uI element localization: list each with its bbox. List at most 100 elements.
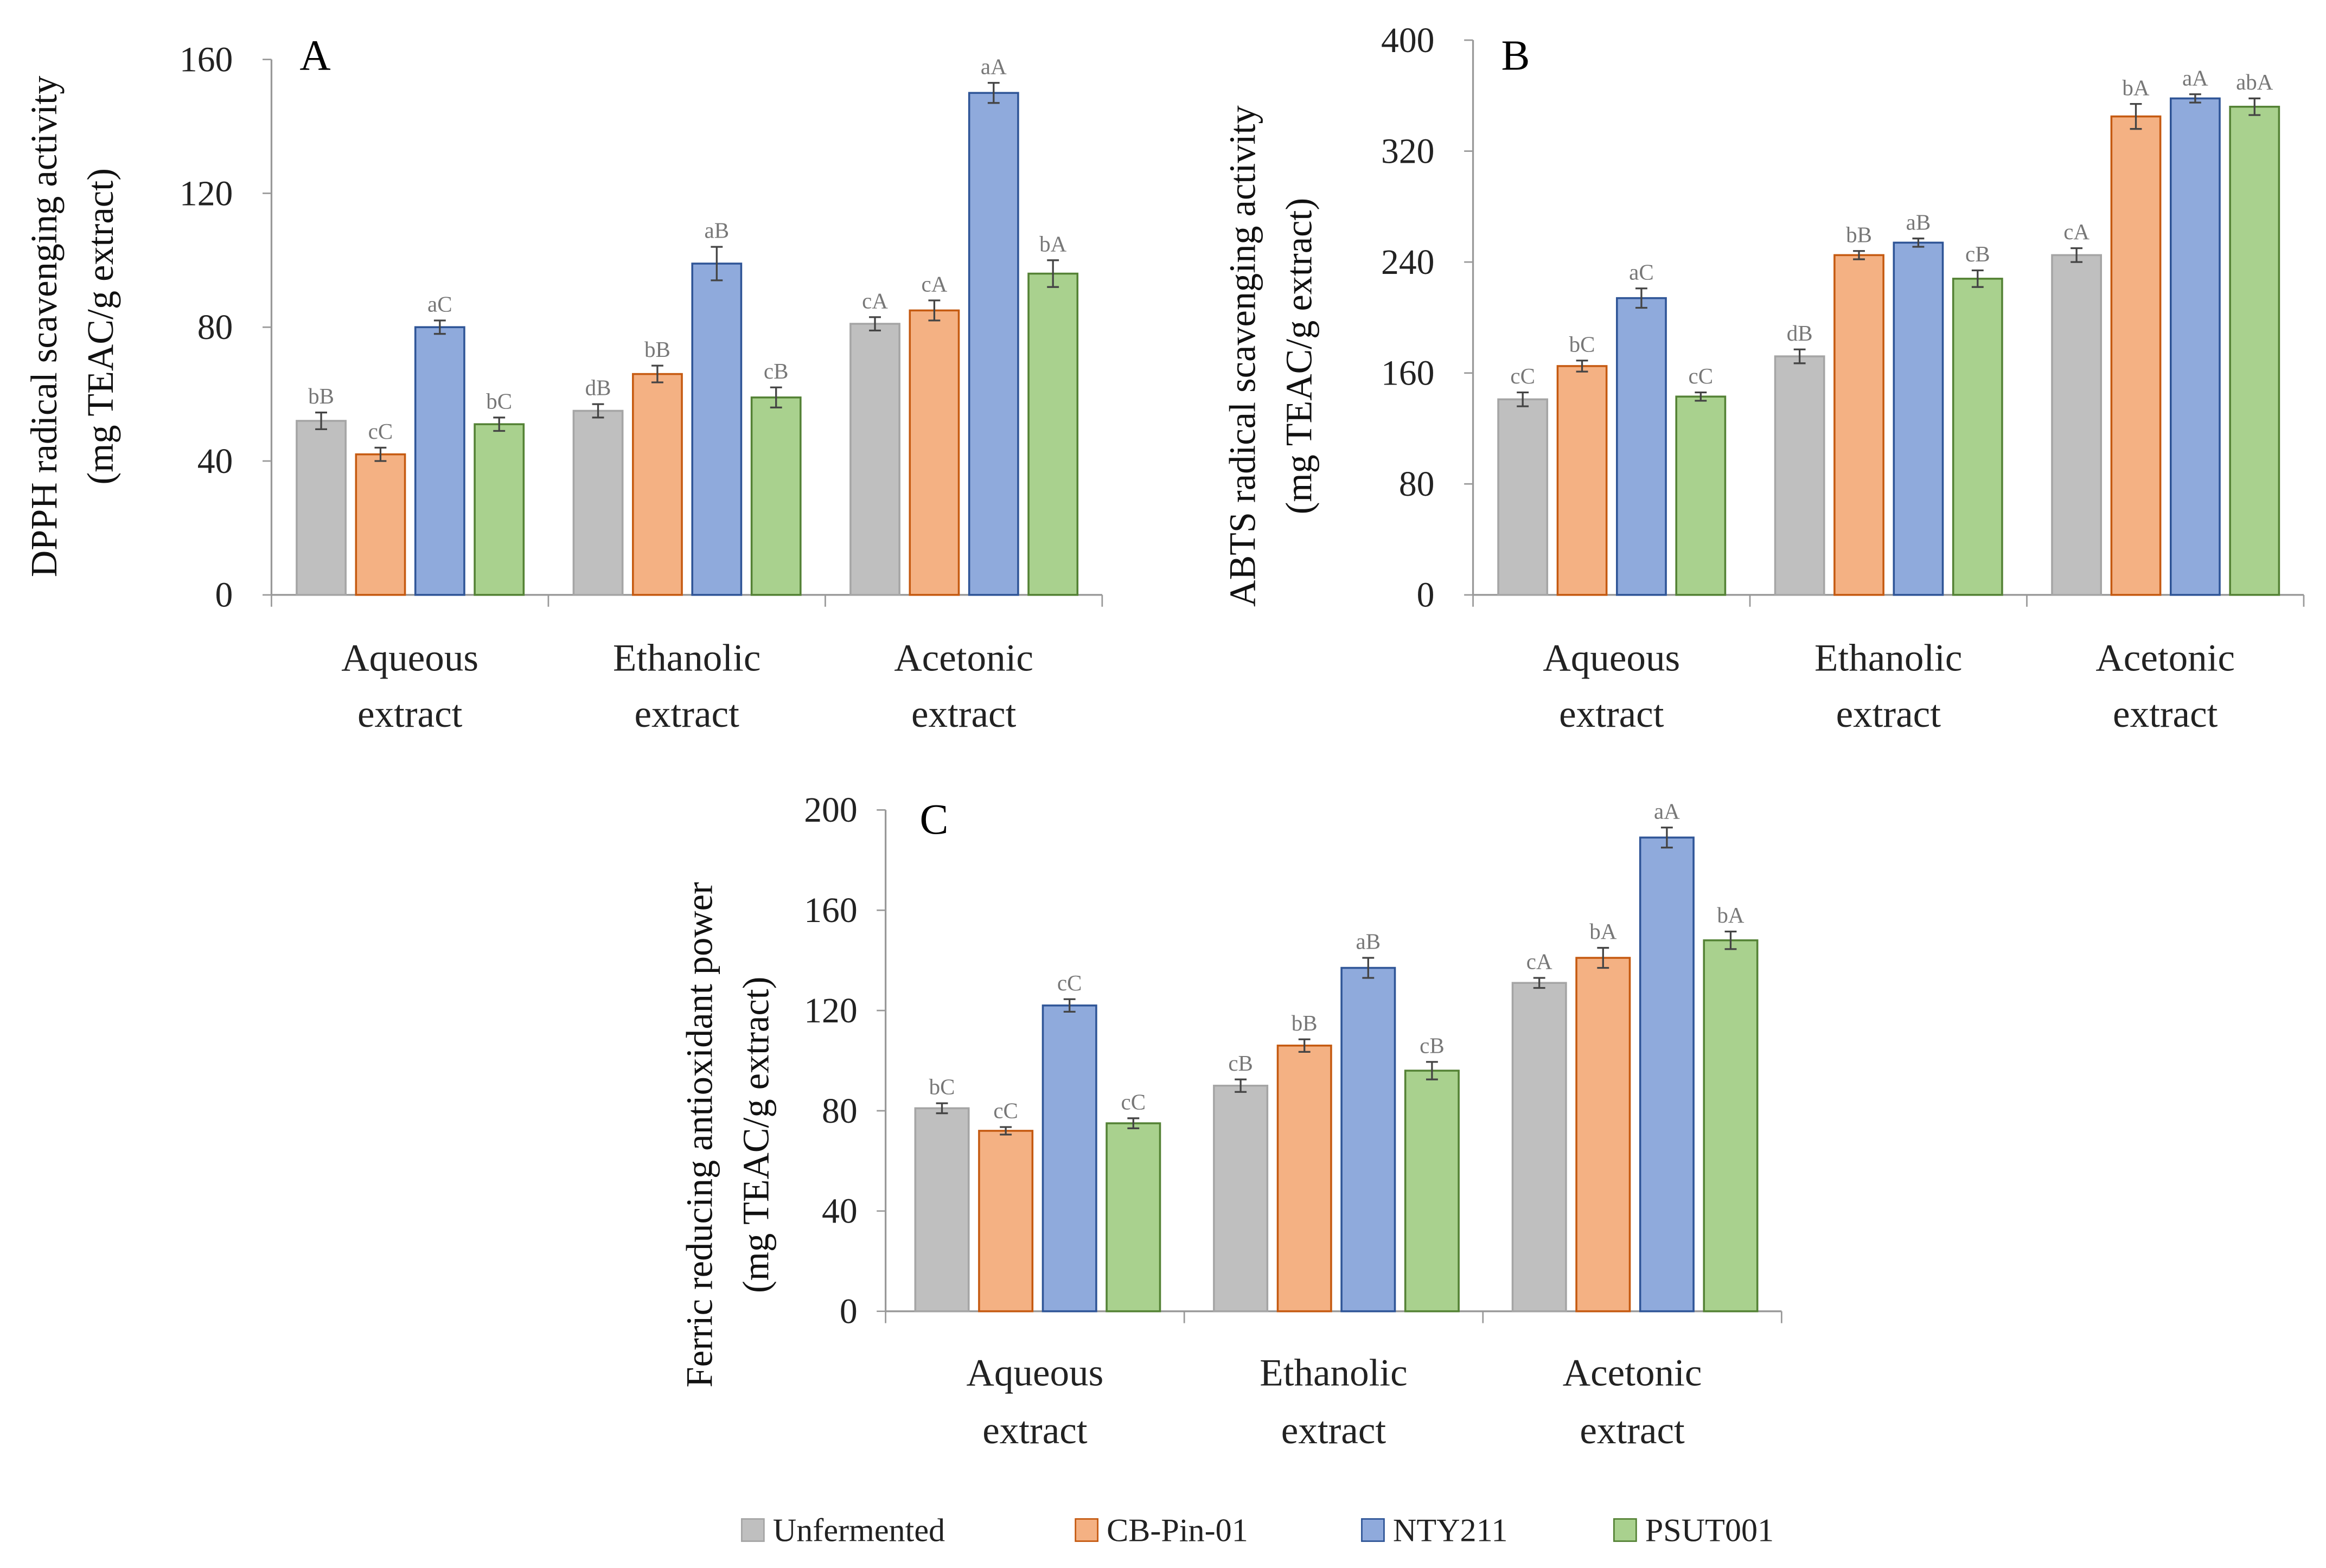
y-tick-label: 80 bbox=[822, 1092, 858, 1131]
bar-unfermented bbox=[1213, 1084, 1269, 1313]
chart-c: 0 40 80 120 160 200 Aqueous extract bC cC cC cC Etha… bbox=[679, 791, 1782, 1452]
significance-label: cB bbox=[764, 359, 789, 383]
error-bar bbox=[1695, 391, 1707, 402]
significance-label: bA bbox=[1039, 231, 1067, 256]
significance-label: cC bbox=[1121, 1089, 1146, 1114]
error-bar bbox=[1971, 269, 1984, 288]
bar-cb-pin-01 bbox=[355, 453, 406, 596]
bar-psut001 bbox=[1404, 1070, 1460, 1313]
significance-label: cA bbox=[2063, 219, 2089, 244]
bar-psut001 bbox=[1703, 939, 1759, 1313]
y-tick-label: 80 bbox=[1399, 465, 1435, 504]
significance-label: cA bbox=[921, 271, 947, 296]
error-bar bbox=[928, 299, 941, 322]
legend-item: CB-Pin-01 bbox=[1075, 1513, 1248, 1549]
significance-label: aB bbox=[1906, 209, 1931, 234]
error-bar bbox=[1298, 1038, 1311, 1053]
legend-swatch bbox=[740, 1518, 765, 1542]
error-bar bbox=[1793, 348, 1806, 364]
error-bar bbox=[1597, 946, 1609, 969]
significance-label: bA bbox=[1717, 903, 1744, 927]
significance-label: cC bbox=[993, 1098, 1018, 1123]
bar-unfermented bbox=[2051, 254, 2103, 596]
significance-label: bB bbox=[308, 383, 334, 408]
significance-label: bB bbox=[1846, 222, 1872, 247]
x-category-label: Acetonic bbox=[2095, 637, 2235, 679]
error-bar bbox=[1533, 977, 1545, 989]
x-category-label: extract bbox=[1836, 693, 1941, 735]
significance-label: cB bbox=[1965, 241, 1990, 266]
legend-item: NTY211 bbox=[1361, 1513, 1508, 1549]
significance-label: cB bbox=[1420, 1033, 1445, 1058]
x-category-label: extract bbox=[357, 693, 463, 735]
significance-label: aA bbox=[2182, 65, 2208, 90]
significance-label: bB bbox=[644, 337, 670, 362]
bar-cb-pin-01 bbox=[978, 1130, 1034, 1313]
bar-unfermented bbox=[1497, 398, 1549, 596]
significance-label: cC bbox=[1510, 363, 1535, 388]
bar-nty211 bbox=[414, 326, 465, 596]
y-axis-title: Ferric reducing antioxidant power bbox=[679, 882, 720, 1387]
error-bar bbox=[936, 1102, 948, 1115]
error-bar bbox=[1635, 287, 1647, 309]
y-axis-title: (mg TEAC/g extract) bbox=[80, 168, 121, 484]
x-category-label: extract bbox=[1580, 1410, 1685, 1452]
error-bar bbox=[770, 386, 782, 408]
bar-psut001 bbox=[2229, 106, 2280, 596]
y-tick-label: 0 bbox=[215, 576, 233, 615]
x-category-label: extract bbox=[2113, 693, 2218, 735]
bar-cb-pin-01 bbox=[1276, 1045, 1332, 1313]
legend: Unfermented CB-Pin-01 NTY211 PSUT001 bbox=[740, 1513, 1774, 1549]
error-bar bbox=[315, 411, 327, 431]
significance-label: aC bbox=[1629, 259, 1654, 284]
bar-nty211 bbox=[1893, 241, 1944, 596]
error-bar bbox=[1912, 238, 1925, 248]
y-tick-label: 160 bbox=[804, 891, 857, 930]
y-tick-label: 80 bbox=[197, 308, 233, 347]
significance-label: aC bbox=[427, 291, 452, 316]
x-category-label: Acetonic bbox=[894, 637, 1033, 679]
y-tick-label: 320 bbox=[1381, 132, 1434, 171]
significance-label: cA bbox=[862, 288, 888, 313]
bar-psut001 bbox=[1106, 1122, 1161, 1313]
significance-label: dB bbox=[1787, 321, 1813, 345]
error-bar bbox=[433, 319, 446, 335]
bar-psut001 bbox=[474, 423, 525, 596]
bar-psut001 bbox=[1027, 272, 1079, 596]
significance-label: aB bbox=[1356, 929, 1381, 954]
y-axis-title: ABTS radical scavenging activity bbox=[1222, 105, 1263, 606]
y-axis-title: (mg TEAC/g extract) bbox=[736, 977, 777, 1293]
error-bar bbox=[2248, 97, 2261, 116]
error-bar bbox=[1127, 1117, 1140, 1129]
legend-label: CB-Pin-01 bbox=[1107, 1513, 1248, 1549]
x-category-label: Ethanolic bbox=[1260, 1352, 1407, 1394]
legend-item: PSUT001 bbox=[1613, 1513, 1774, 1549]
bar-nty211 bbox=[1041, 1004, 1097, 1313]
significance-label: cC bbox=[1057, 970, 1082, 995]
bar-unfermented bbox=[914, 1107, 970, 1313]
y-axis-title: (mg TEAC/g extract) bbox=[1278, 198, 1319, 514]
error-bar bbox=[374, 446, 387, 462]
bar-cb-pin-01 bbox=[1556, 365, 1608, 596]
error-bar bbox=[1047, 259, 1059, 288]
x-category-label: Acetonic bbox=[1563, 1352, 1702, 1394]
error-bar bbox=[1853, 250, 1865, 260]
x-category-label: Aqueous bbox=[1543, 637, 1680, 679]
charts: 0 40 80 120 160 Aqueous extract bB cC aC bC Ethanol… bbox=[23, 21, 2305, 1452]
bar-nty211 bbox=[1616, 297, 1667, 596]
significance-label: dB bbox=[585, 375, 611, 400]
error-bar bbox=[1517, 391, 1529, 407]
x-category-label: Aqueous bbox=[967, 1352, 1104, 1394]
bar-cb-pin-01 bbox=[909, 309, 960, 596]
y-tick-label: 240 bbox=[1381, 243, 1434, 282]
y-tick-label: 40 bbox=[197, 442, 233, 481]
bar-unfermented bbox=[1774, 355, 1825, 596]
y-tick-label: 0 bbox=[840, 1292, 858, 1332]
significance-label: bB bbox=[1292, 1010, 1318, 1035]
significance-label: cB bbox=[1228, 1051, 1253, 1076]
bar-psut001 bbox=[1952, 278, 2003, 596]
bar-unfermented bbox=[1511, 982, 1567, 1313]
error-bar bbox=[1660, 827, 1673, 849]
chart-a: 0 40 80 120 160 Aqueous extract bB cC aC bC Ethanol… bbox=[23, 32, 1103, 735]
